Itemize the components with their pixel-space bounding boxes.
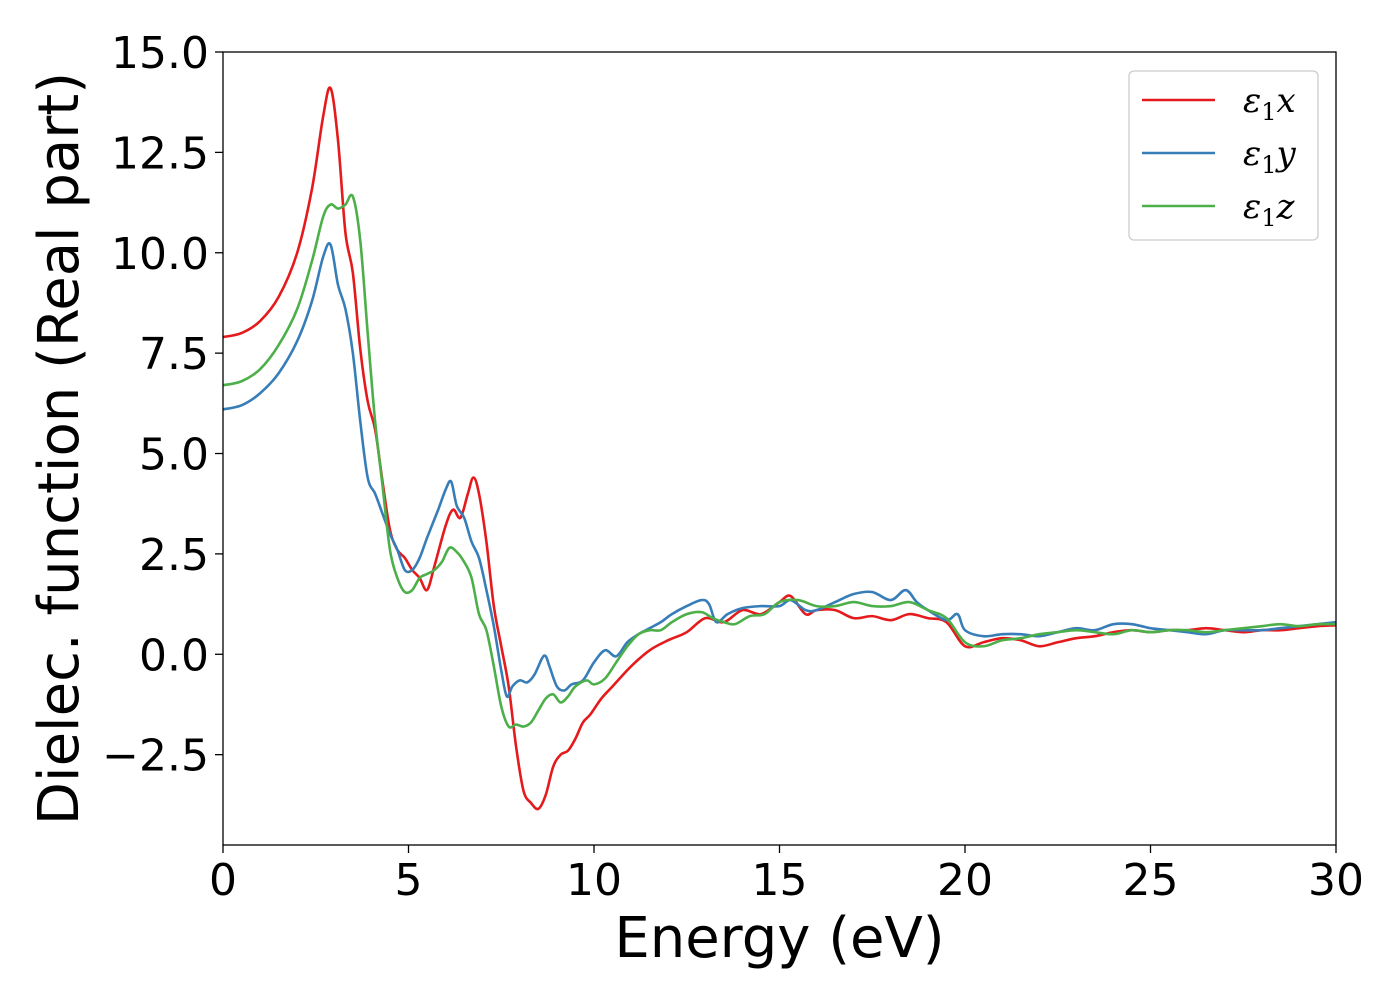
x-axis-title: Energy (eV) <box>614 906 944 971</box>
x-tick-label: 0 <box>209 855 237 906</box>
legend-box <box>1128 70 1319 241</box>
series-line-z <box>223 193 1336 729</box>
y-tick-label: −2.5 <box>102 731 209 782</box>
legend: ε1x ε1y ε1z <box>1128 70 1319 241</box>
x-tick-label: 5 <box>395 855 423 906</box>
y-tick-label: 0.0 <box>139 630 209 681</box>
legend-label-z: ε1z <box>1243 187 1296 232</box>
y-axis-title: Dielec. function (Real part) <box>27 72 92 825</box>
y-tick-label: 7.5 <box>139 329 209 380</box>
y-tick-label: 12.5 <box>111 128 209 179</box>
legend-label-x: ε1x <box>1243 81 1296 126</box>
x-tick-label: 30 <box>1308 855 1364 906</box>
series-line-y <box>223 242 1336 699</box>
y-tick-label: 10.0 <box>111 229 209 280</box>
x-tick-label: 15 <box>752 855 808 906</box>
x-tick-label: 10 <box>566 855 622 906</box>
series-layer <box>223 86 1336 811</box>
x-axis: 0 5 10 15 20 25 30 <box>209 845 1364 906</box>
y-tick-label: 15.0 <box>111 28 209 79</box>
y-tick-label: 5.0 <box>139 430 209 481</box>
x-tick-label: 25 <box>1123 855 1179 906</box>
y-axis: −2.5 0.0 2.5 5.0 7.5 10.0 12.5 15.0 <box>102 28 223 782</box>
legend-label-y: ε1y <box>1243 134 1297 179</box>
y-tick-label: 2.5 <box>139 530 209 581</box>
x-tick-label: 20 <box>937 855 993 906</box>
